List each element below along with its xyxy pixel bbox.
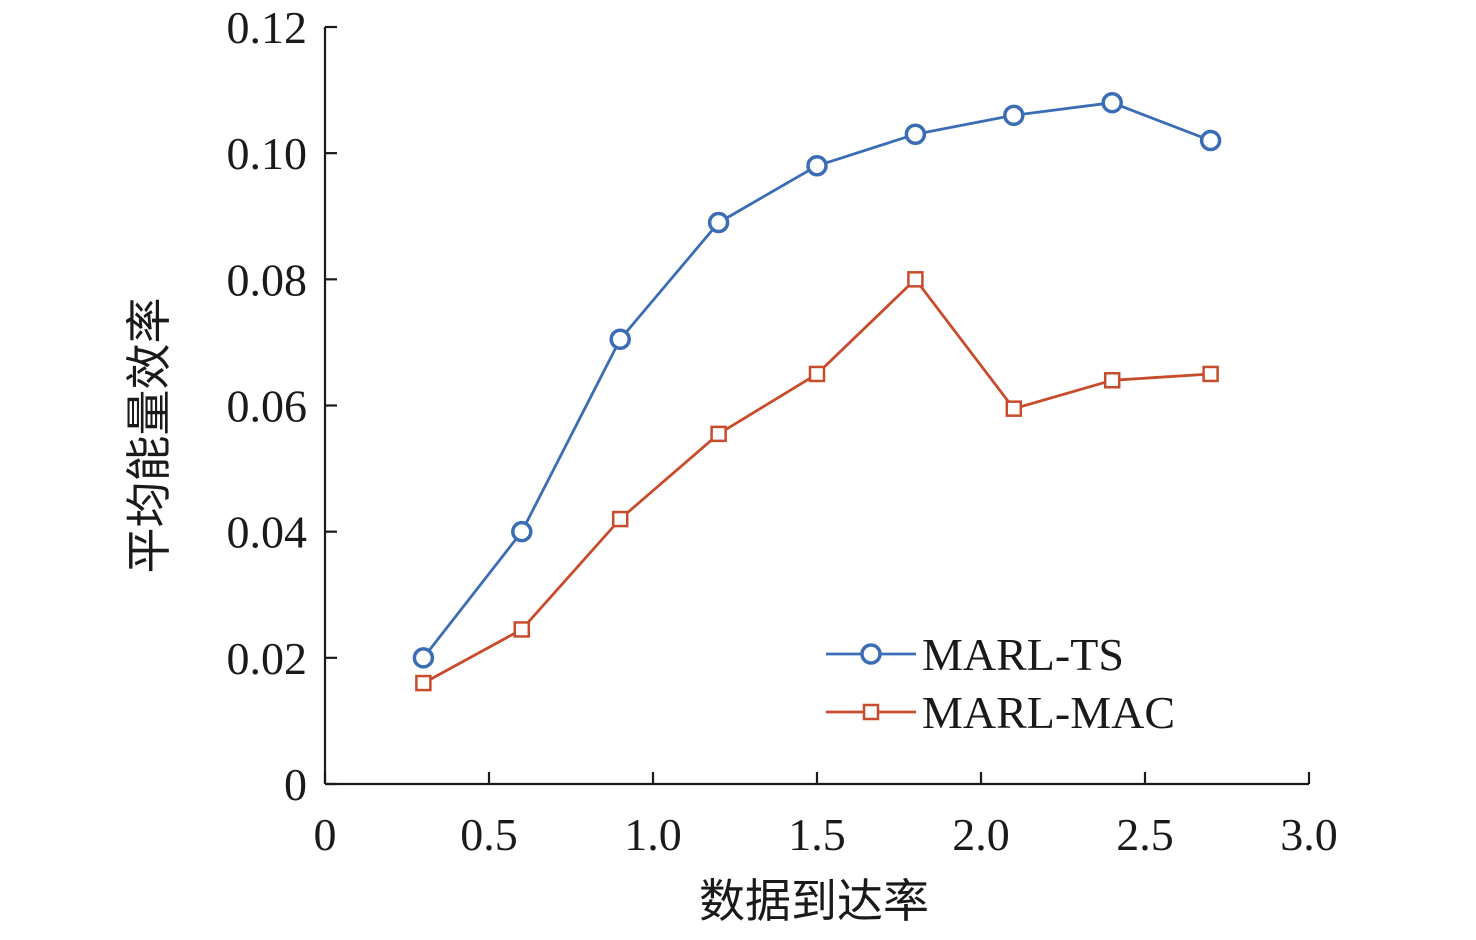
data-point-marl-mac [513, 621, 531, 638]
data-point-marl-ts [806, 155, 828, 177]
y-tick-label: 0.10 [227, 128, 308, 179]
legend-label-marl-mac: MARL-MAC [922, 687, 1175, 738]
data-point-marl-mac [415, 674, 432, 692]
data-point-marl-ts [1101, 91, 1123, 114]
series-line-marl-mac [422, 277, 1211, 685]
legend-marker-marl-mac [862, 703, 880, 721]
y-tick-label: 0.02 [227, 633, 308, 684]
legend-item-marl-ts: MARL-TS [826, 629, 1124, 680]
data-point-marl-ts [609, 328, 631, 351]
series-marl-ts [412, 91, 1222, 669]
x-tick-label: 0.5 [460, 809, 518, 860]
data-point-marl-mac [808, 365, 826, 383]
series-marl-mac [415, 271, 1219, 692]
legend-item-marl-mac: MARL-MAC [826, 687, 1175, 738]
x-tick-label: 3.0 [1280, 809, 1338, 860]
legend-label-marl-ts: MARL-TS [922, 629, 1124, 680]
x-tick-label: 0 [314, 809, 337, 860]
data-point-marl-ts [511, 520, 533, 543]
legend-marker-marl-ts [860, 643, 882, 665]
data-point-marl-mac [907, 271, 924, 288]
data-point-marl-mac [1103, 372, 1121, 389]
x-tick-label: 1.5 [788, 809, 846, 860]
data-point-marl-ts [1003, 104, 1025, 127]
y-tick-label: 0 [284, 759, 307, 810]
data-point-marl-mac [710, 425, 727, 443]
y-axis-title: 平均能量效率 [124, 298, 175, 574]
x-tick-label: 1.0 [624, 809, 682, 860]
series-layer [412, 91, 1222, 692]
data-point-marl-ts [707, 211, 730, 234]
legend: MARL-TS MARL-MAC [826, 629, 1175, 738]
data-point-marl-mac [1005, 400, 1023, 417]
data-point-marl-mac [1202, 365, 1219, 383]
x-tick-label: 2.5 [1116, 809, 1174, 860]
data-point-marl-ts [904, 123, 927, 145]
y-tick-label: 0.12 [227, 2, 308, 53]
data-point-marl-ts [412, 647, 435, 669]
data-point-marl-ts [1199, 129, 1222, 152]
x-axis-title: 数据到达率 [699, 876, 929, 927]
x-tick-label: 2.0 [952, 809, 1010, 860]
y-tick-label: 0.08 [227, 254, 308, 305]
axes: 0 0.02 0.04 0.06 0.08 0.10 0.12 0 0.5 1.0 1.5 2.0 2.… [227, 2, 1338, 860]
y-tick-label: 0.06 [227, 381, 308, 432]
data-point-marl-mac [611, 510, 629, 528]
y-tick-label: 0.04 [227, 507, 308, 558]
